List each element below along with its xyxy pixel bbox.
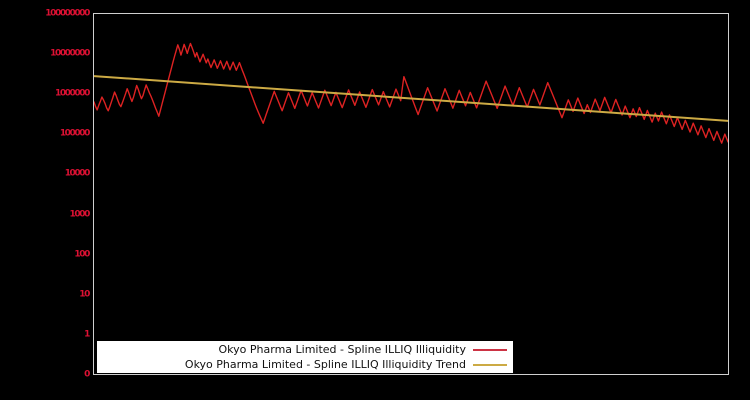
y-axis-tick-label: 1	[84, 329, 90, 340]
y-axis-tick-label: 0	[84, 369, 90, 380]
chart-legend: Okyo Pharma Limited - Spline ILLIQ Illiq…	[97, 341, 513, 373]
series-line-illiquidity	[94, 42, 728, 144]
legend-label-illiquidity: Okyo Pharma Limited - Spline ILLIQ Illiq…	[218, 343, 466, 356]
y-axis-tick-label: 10	[79, 289, 90, 300]
y-axis-tick-label: 100000	[59, 128, 91, 139]
legend-swatch-illiquidity-trend	[473, 363, 507, 366]
legend-entry-illiquidity: Okyo Pharma Limited - Spline ILLIQ Illiq…	[97, 342, 507, 357]
legend-entry-illiquidity-trend: Okyo Pharma Limited - Spline ILLIQ Illiq…	[97, 357, 507, 372]
plot-area	[93, 13, 729, 375]
y-axis-tick-label: 10000	[64, 168, 91, 179]
series-line-illiquidity-trend	[94, 75, 728, 122]
y-axis-tick-label: 10000000	[50, 48, 90, 59]
legend-label-illiquidity-trend: Okyo Pharma Limited - Spline ILLIQ Illiq…	[184, 358, 466, 371]
legend-swatch-illiquidity	[473, 348, 507, 351]
plot-svg	[94, 42, 728, 144]
y-axis-tick-label: 1000	[69, 209, 91, 220]
y-axis-tick-label: 100000000	[45, 8, 90, 19]
y-axis-tick-label: 100	[74, 249, 90, 260]
y-axis-tick-label: 1000000	[54, 88, 90, 99]
